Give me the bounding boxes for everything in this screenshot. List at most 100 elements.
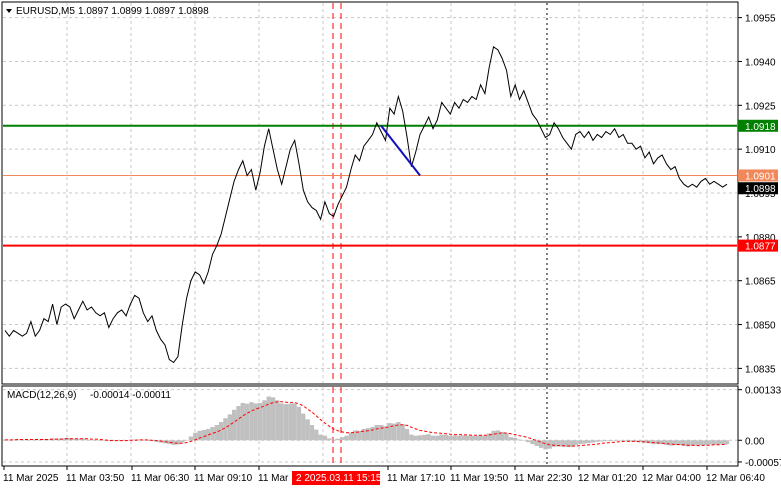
price-axis-label: 1.0865 (745, 277, 776, 288)
macd-histogram-bar (335, 438, 340, 441)
macd-axis: 0.00133 0.00 -0.00057 (738, 386, 781, 469)
macd-histogram-bar (89, 439, 94, 441)
level-tag-red (738, 239, 778, 252)
macd-histogram-bar (257, 403, 263, 441)
macd-histogram-bar (370, 427, 375, 441)
macd-plot (2, 396, 730, 450)
macd-histogram-bar (184, 440, 189, 441)
macd-histogram-bar (396, 422, 401, 441)
time-axis-label: 12 Mar 06:40 (706, 473, 765, 484)
time-axis-label: 11 Mar 17:10 (387, 473, 446, 484)
symbol-dropdown-icon[interactable] (6, 9, 12, 13)
macd-histogram-bar (80, 438, 85, 441)
price-axis-label: 1.0955 (745, 14, 776, 25)
macd-histogram-bar (366, 428, 371, 441)
macd-histogram-bar (331, 439, 336, 441)
macd-histogram-bar (634, 440, 639, 442)
time-axis-label: 11 Mar 06:30 (131, 473, 190, 484)
macd-histogram-bar (340, 437, 345, 441)
macd-histogram-bar (664, 440, 669, 445)
macd-histogram-bar (20, 439, 25, 441)
macd-histogram-bar (76, 438, 81, 441)
macd-histogram-bar (72, 438, 77, 441)
macd-histogram-bar (720, 440, 725, 445)
price-axis-label: 1.0835 (745, 364, 776, 375)
macd-histogram-bar (275, 400, 280, 441)
macd-histogram-bar (309, 425, 315, 441)
macd-axis-label: -0.00057 (745, 458, 781, 469)
macd-histogram-bar (232, 409, 237, 441)
macd-histogram-bar (560, 440, 565, 447)
macd-histogram-bar (37, 439, 42, 441)
macd-histogram-bar (270, 397, 276, 441)
macd-histogram-bar (482, 435, 487, 441)
macd-histogram-bar (590, 440, 596, 443)
time-axis-label: 11 Mar 09:10 (194, 473, 253, 484)
macd-histogram-bar (521, 440, 526, 441)
macd-histogram-bar (171, 440, 176, 445)
macd-histogram-bar (93, 440, 98, 441)
ohlc-values: 1.0897 1.0899 1.0897 1.0898 (78, 6, 209, 17)
macd-histogram-bar (223, 418, 228, 441)
macd-histogram-bar (456, 435, 462, 441)
macd-histogram-bar (46, 439, 51, 441)
time-axis-label: 12 Mar 04:00 (642, 473, 701, 484)
macd-histogram-bar (379, 425, 384, 441)
macd-axis-label: 0.00133 (745, 386, 781, 397)
vertical-markers (332, 3, 548, 465)
macd-histogram-bar (487, 433, 492, 441)
macd-histogram-bar (214, 425, 219, 441)
macd-histogram-bar (417, 435, 423, 441)
current-price-tag (738, 182, 778, 195)
time-axis-label: 11 Mar 22:30 (514, 473, 573, 484)
macd-histogram-bar (2, 439, 8, 441)
macd-histogram-bar (508, 437, 513, 441)
time-axis-label: 11 Mar 19:50 (450, 473, 509, 484)
macd-histogram-bar (625, 440, 630, 442)
macd-histogram-bar (193, 432, 198, 441)
macd-histogram-bar (219, 422, 224, 441)
macd-histogram-bar (443, 434, 449, 441)
macd-histogram-bar (435, 435, 440, 441)
macd-histogram-bar (253, 403, 258, 441)
macd-histogram-bar (599, 440, 604, 442)
macd-histogram-bar (430, 435, 436, 441)
macd-histogram-bar (301, 413, 306, 441)
time-highlight-box (292, 471, 380, 485)
macd-histogram-bar (491, 430, 496, 441)
macd-histogram-bar (201, 430, 206, 441)
macd-histogram-bar (504, 433, 509, 441)
macd-histogram-bar (391, 423, 397, 441)
macd-histogram-bar (361, 428, 366, 441)
macd-histogram-bar (461, 435, 466, 441)
macd-histogram-bar (236, 406, 241, 441)
level-tag-label: 1.0901 (745, 171, 776, 182)
macd-histogram-bar (724, 440, 730, 445)
macd-histogram-bar (526, 440, 531, 443)
macd-histogram-bar (681, 440, 686, 446)
macd-histogram-bar (551, 440, 557, 447)
symbol-label: EURUSD,M5 (16, 6, 75, 17)
price-plot (4, 45, 728, 364)
macd-histogram-bar (305, 419, 310, 441)
trend-segment-line[interactable] (380, 125, 421, 177)
macd-histogram-bar (132, 439, 137, 441)
macd-histogram-bar (383, 426, 388, 441)
macd-histogram-bar (603, 440, 609, 442)
macd-histogram-bar (595, 440, 600, 442)
macd-histogram-bar (495, 430, 500, 441)
macd-histogram-bar (322, 435, 328, 441)
macd-histogram-bar (110, 440, 116, 442)
macd-histogram-bar (426, 434, 431, 441)
macd-histogram-bar (353, 430, 358, 441)
macd-histogram-bar (655, 440, 660, 445)
macd-histogram-bar (180, 440, 185, 443)
current-price-label: 1.0898 (745, 184, 776, 195)
macd-histogram-bar (67, 438, 72, 441)
macd-histogram-bar (564, 440, 570, 447)
level-lines[interactable] (3, 124, 737, 247)
macd-histogram-bar (400, 424, 405, 441)
macd-indicator-values: -0.00014 -0.00011 (90, 390, 171, 401)
